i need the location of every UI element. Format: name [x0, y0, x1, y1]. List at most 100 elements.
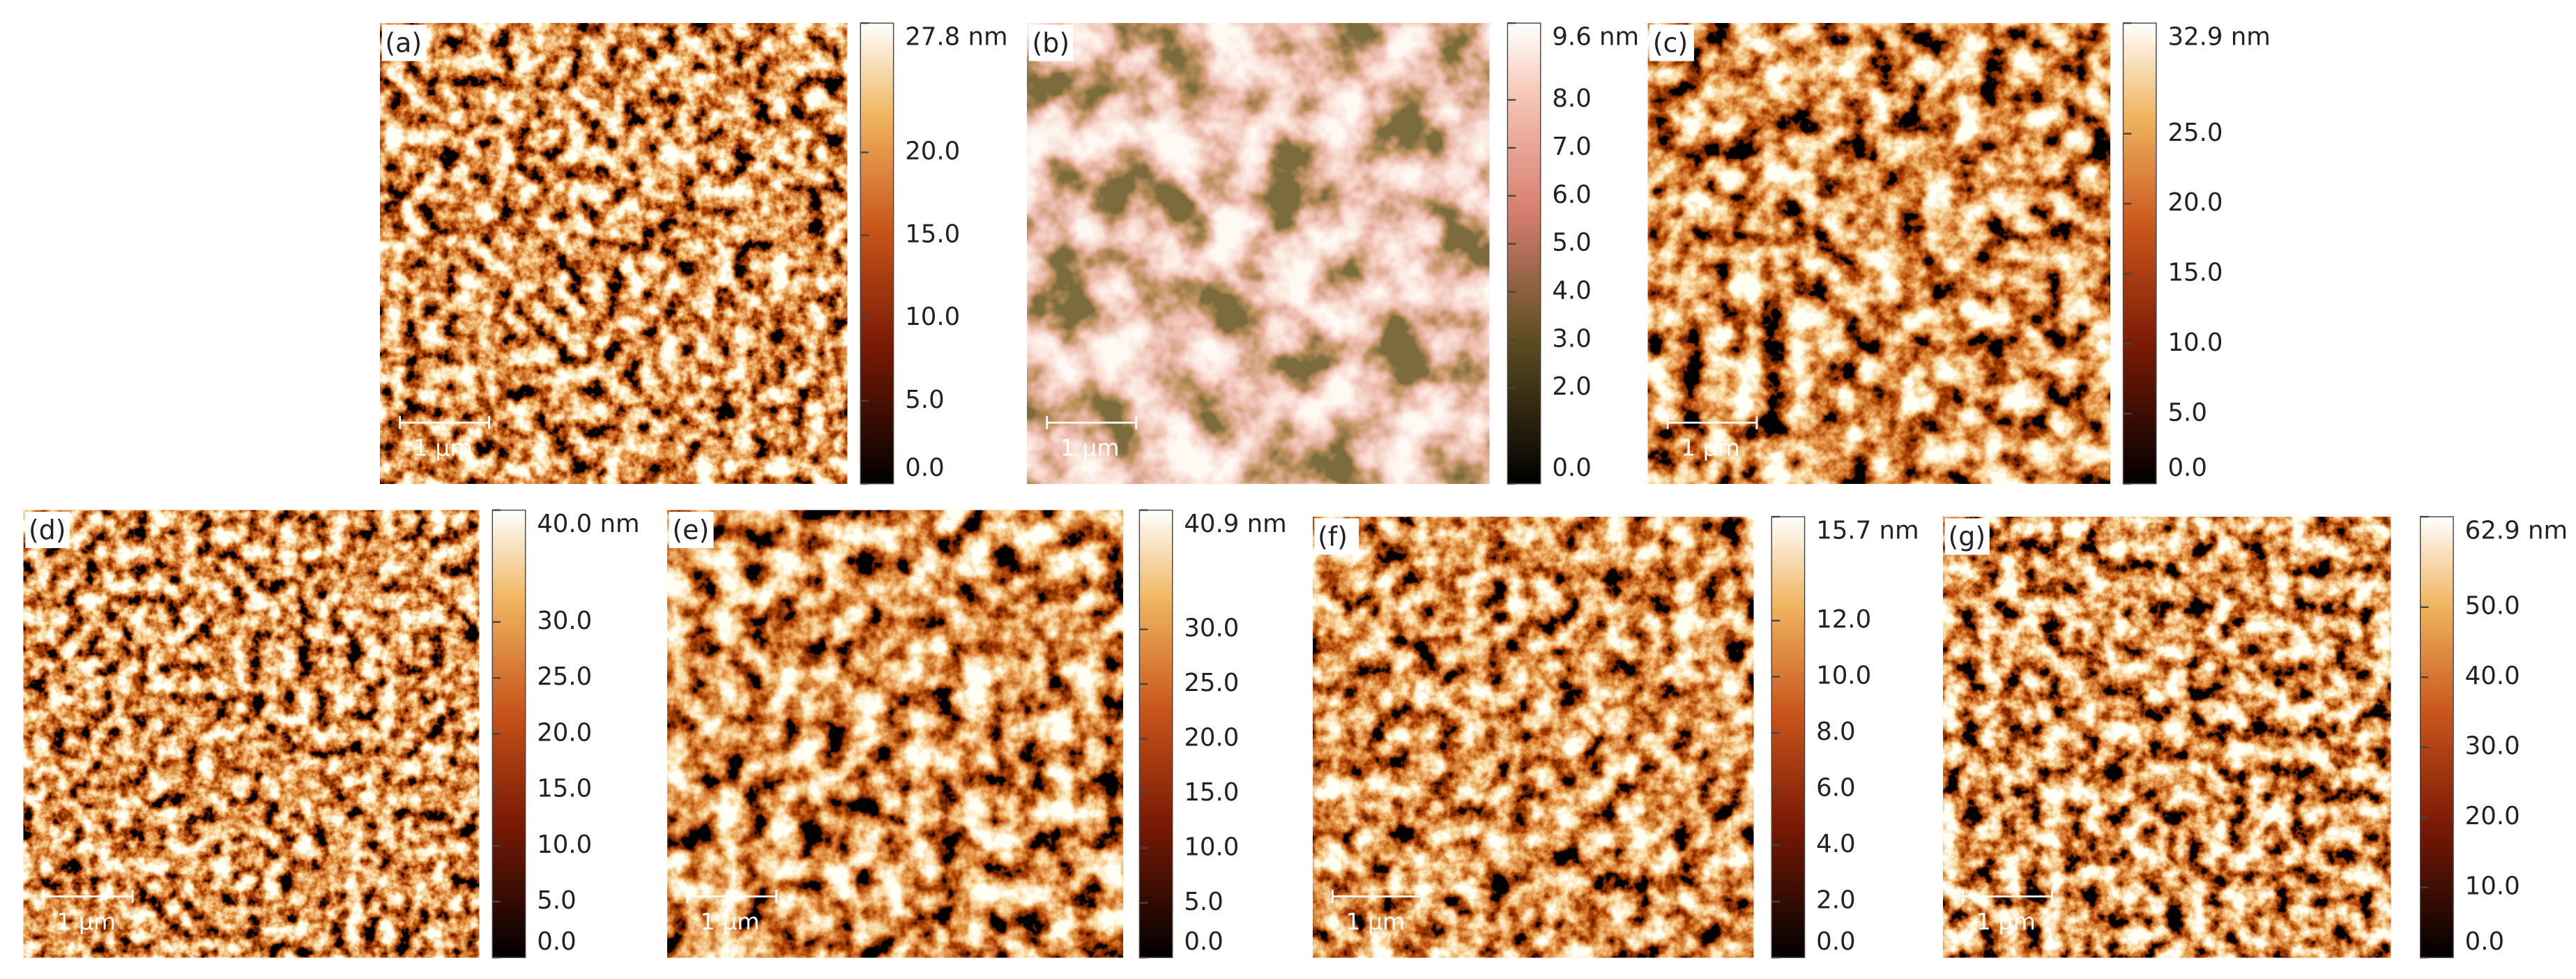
colorbar-tick-label: 20.0	[1184, 723, 1239, 752]
colorbar-tick-label: 20.0	[2465, 802, 2520, 830]
panel-label-box	[1028, 24, 1074, 61]
scale-bar-label: 1 µm	[1060, 434, 1120, 461]
panel-label: (c)	[1653, 27, 1688, 58]
colorbar-tick-label: 10.0	[1184, 833, 1239, 861]
colorbar-tick-label: 30.0	[537, 607, 592, 635]
colorbar-tick-label: 0.0	[1184, 927, 1223, 956]
afm-panel: (c) 1 µm 32.9 nm 25.0 20.0 15.0 10.0 5.0 0.0	[1647, 22, 2271, 485]
colorbar-tick-label: 0.0	[1816, 927, 1855, 956]
panel-label: (d)	[29, 515, 66, 545]
colorbar-tick-label: 5.0	[2167, 398, 2207, 427]
colorbar	[2419, 516, 2454, 958]
afm-image	[1026, 22, 1491, 485]
afm-image	[1942, 516, 2391, 958]
afm-panel: (f) 1 µm 15.7 nm 12.0 10.0 8.0 6.0 4.0 2.0 0.0	[1312, 515, 1919, 959]
colorbar-tick-label: 10.0	[2167, 328, 2223, 357]
colorbar-tick-label: 20.0	[537, 718, 592, 747]
panel-label-box	[381, 24, 427, 61]
scale-bar: 1 µm	[1046, 416, 1138, 461]
afm-panel: (a) 1 µm 27.8 nm 20.0 15.0 10.0 5.0 0.0	[379, 22, 1008, 485]
colorbar-tick-label: 6.0	[1816, 774, 1855, 803]
colorbar-tick-label: 8.0	[1816, 718, 1855, 746]
scale-bar: 1 µm	[42, 890, 134, 935]
colorbar-tick-label: 25.0	[537, 662, 592, 691]
colorbar-tick-label: 20.0	[905, 137, 960, 165]
afm-image	[379, 22, 848, 485]
scale-bar: 1 µm	[1666, 416, 1758, 461]
colorbar	[1138, 509, 1173, 958]
panel-label-box	[25, 511, 70, 549]
scale-bar-label: 1 µm	[1346, 908, 1405, 935]
colorbar-tick-label: 30.0	[1184, 614, 1239, 643]
colorbar-tick-label: 10.0	[1816, 662, 1871, 690]
colorbar-tick-label: 0.0	[2167, 453, 2207, 482]
scale-bar-label: 1 µm	[413, 434, 473, 461]
colorbar-tick-label: 2.0	[1552, 372, 1591, 401]
colorbar	[1507, 22, 1541, 485]
panel-label-box	[1649, 24, 1694, 61]
panel-label: (g)	[1949, 521, 1986, 552]
colorbar-max-label: 15.7 nm	[1816, 516, 1919, 545]
scale-bar-label: 1 µm	[1976, 908, 2036, 935]
afm-panel: (b) 1 µm 9.6 nm 8.0 7.0 6.0 5.0 4.0 3.0 2.0 0.0	[1026, 22, 1639, 485]
scale-bar-label: 1 µm	[1681, 434, 1740, 461]
scale-bar-label: 1 µm	[56, 908, 116, 935]
panel-label: (e)	[672, 515, 709, 545]
colorbar-max-label: 27.8 nm	[905, 22, 1007, 51]
afm-panel: (d) 1 µm 40.0 nm 30.0 25.0 20.0 15.0 10.0 5.0 0.0	[23, 509, 640, 959]
colorbar-tick-label: 10.0	[905, 303, 960, 331]
colorbar-tick-label: 5.0	[1184, 888, 1223, 916]
colorbar-tick-label: 7.0	[1552, 132, 1591, 161]
colorbar-tick-label: 5.0	[1552, 229, 1591, 257]
panel-label: (a)	[385, 27, 422, 58]
colorbar-tick-label: 30.0	[2465, 732, 2520, 761]
afm-panel: (g) 1 µm 62.9 nm 50.0 40.0 30.0 20.0 10.0 0.0	[1942, 515, 2568, 959]
colorbar-tick-label: 12.0	[1816, 605, 1871, 634]
colorbar-tick-label: 2.0	[1816, 886, 1855, 915]
colorbar-max-label: 32.9 nm	[2167, 22, 2270, 51]
colorbar-tick-label: 0.0	[537, 927, 576, 956]
scale-bar: 1 µm	[399, 416, 490, 461]
colorbar-tick-label: 15.0	[2167, 259, 2223, 287]
colorbar-tick-label: 15.0	[537, 775, 592, 803]
colorbar-tick-label: 20.0	[2167, 188, 2223, 217]
colorbar-tick-label: 0.0	[2465, 927, 2504, 956]
colorbar-tick-label: 15.0	[1184, 778, 1239, 807]
afm-image	[666, 509, 1124, 958]
scale-bar: 1 µm	[1332, 890, 1423, 935]
colorbar-tick-label: 0.0	[1552, 453, 1591, 482]
colorbar-tick-label: 6.0	[1552, 181, 1591, 209]
colorbar	[1771, 516, 1806, 958]
afm-image	[23, 509, 480, 958]
afm-image	[1312, 516, 1754, 958]
colorbar-tick-label: 4.0	[1816, 830, 1855, 858]
afm-image	[1647, 22, 2111, 485]
colorbar-tick-label: 0.0	[905, 453, 944, 482]
colorbar-tick-label: 4.0	[1552, 276, 1591, 305]
panel-label-box	[1314, 518, 1359, 555]
panel-label-box	[1944, 518, 1990, 555]
colorbar-max-label: 40.9 nm	[1184, 510, 1286, 538]
colorbar-max-label: 40.0 nm	[537, 510, 639, 538]
colorbar-tick-label: 5.0	[905, 386, 944, 414]
colorbar-tick-label: 25.0	[1184, 669, 1239, 697]
scale-bar: 1 µm	[1962, 890, 2054, 935]
colorbar-tick-label: 40.0	[2465, 662, 2520, 690]
panel-label-box	[669, 511, 714, 549]
colorbar-tick-label: 3.0	[1552, 324, 1591, 353]
colorbar	[860, 22, 894, 485]
colorbar-max-label: 9.6 nm	[1552, 22, 1639, 51]
colorbar-tick-label: 5.0	[537, 886, 576, 915]
colorbar-tick-label: 15.0	[905, 220, 960, 248]
colorbar-tick-label: 10.0	[537, 830, 592, 859]
panel-label: (f)	[1318, 521, 1348, 552]
colorbar	[2122, 22, 2157, 485]
panel-label: (b)	[1032, 27, 1070, 58]
scale-bar: 1 µm	[686, 890, 777, 935]
colorbar-tick-label: 10.0	[2465, 872, 2520, 901]
colorbar-max-label: 62.9 nm	[2465, 516, 2568, 545]
colorbar-tick-label: 8.0	[1552, 84, 1591, 113]
scale-bar-label: 1 µm	[701, 908, 760, 935]
